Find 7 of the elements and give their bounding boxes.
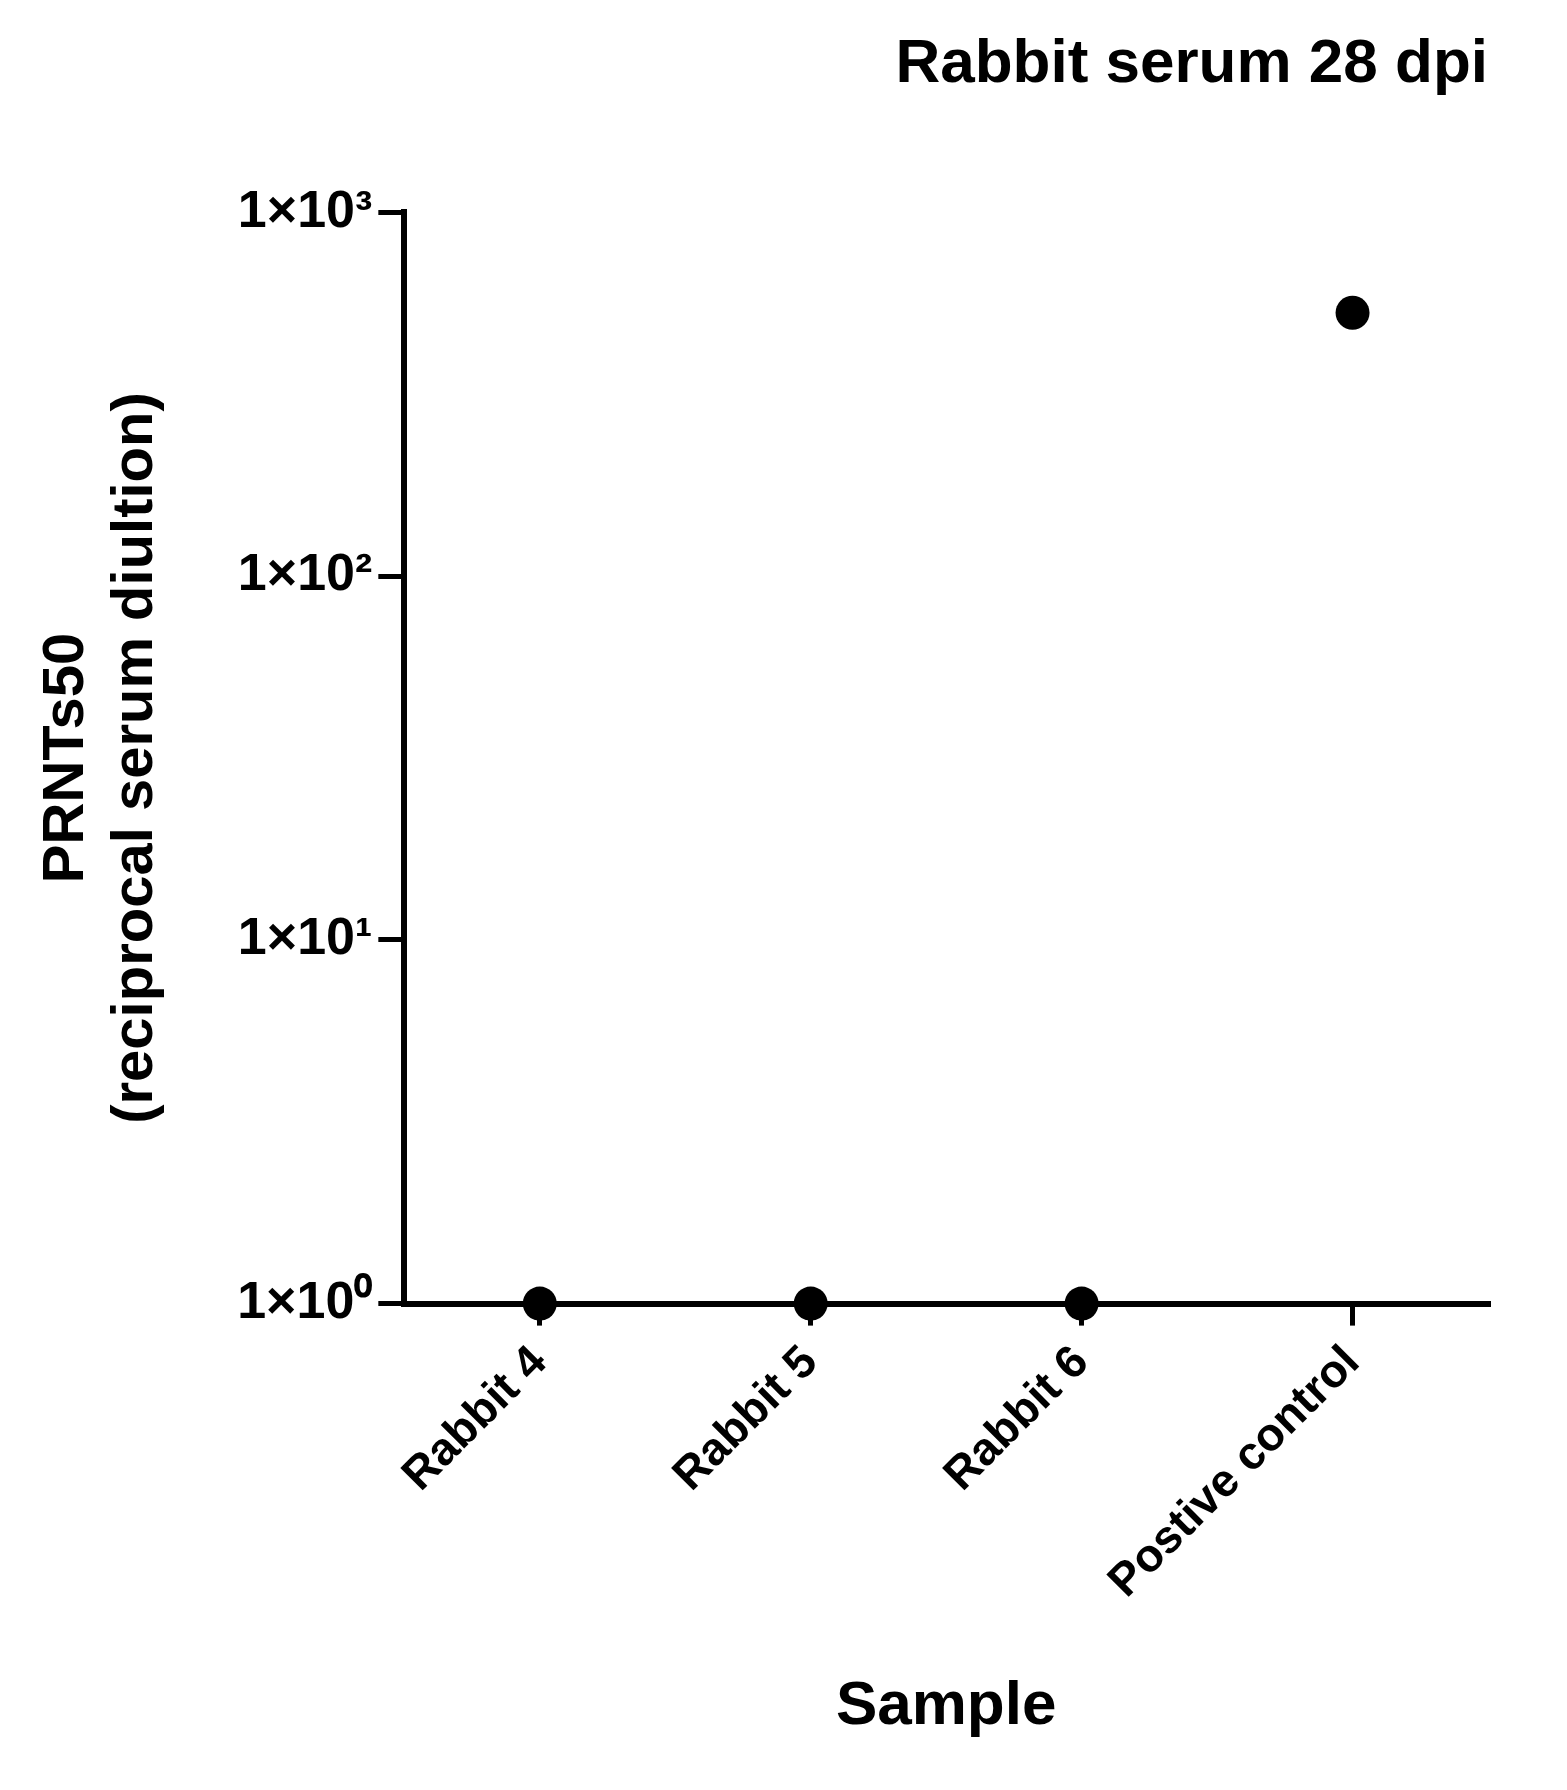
x-axis-title: Sample [835, 1667, 1057, 1737]
y-tick-label: 1×10² [237, 543, 373, 602]
y-tick-label: 1×10¹ [237, 907, 373, 966]
y-tick-label: 1×10⁰ [237, 1270, 373, 1329]
chart-title: Rabbit serum 28 dpi [895, 26, 1488, 96]
y-axis-title: PRNTs50 (reciprocal serum diultion) [29, 392, 165, 1124]
y-tick-label: 1×10³ [237, 179, 373, 238]
